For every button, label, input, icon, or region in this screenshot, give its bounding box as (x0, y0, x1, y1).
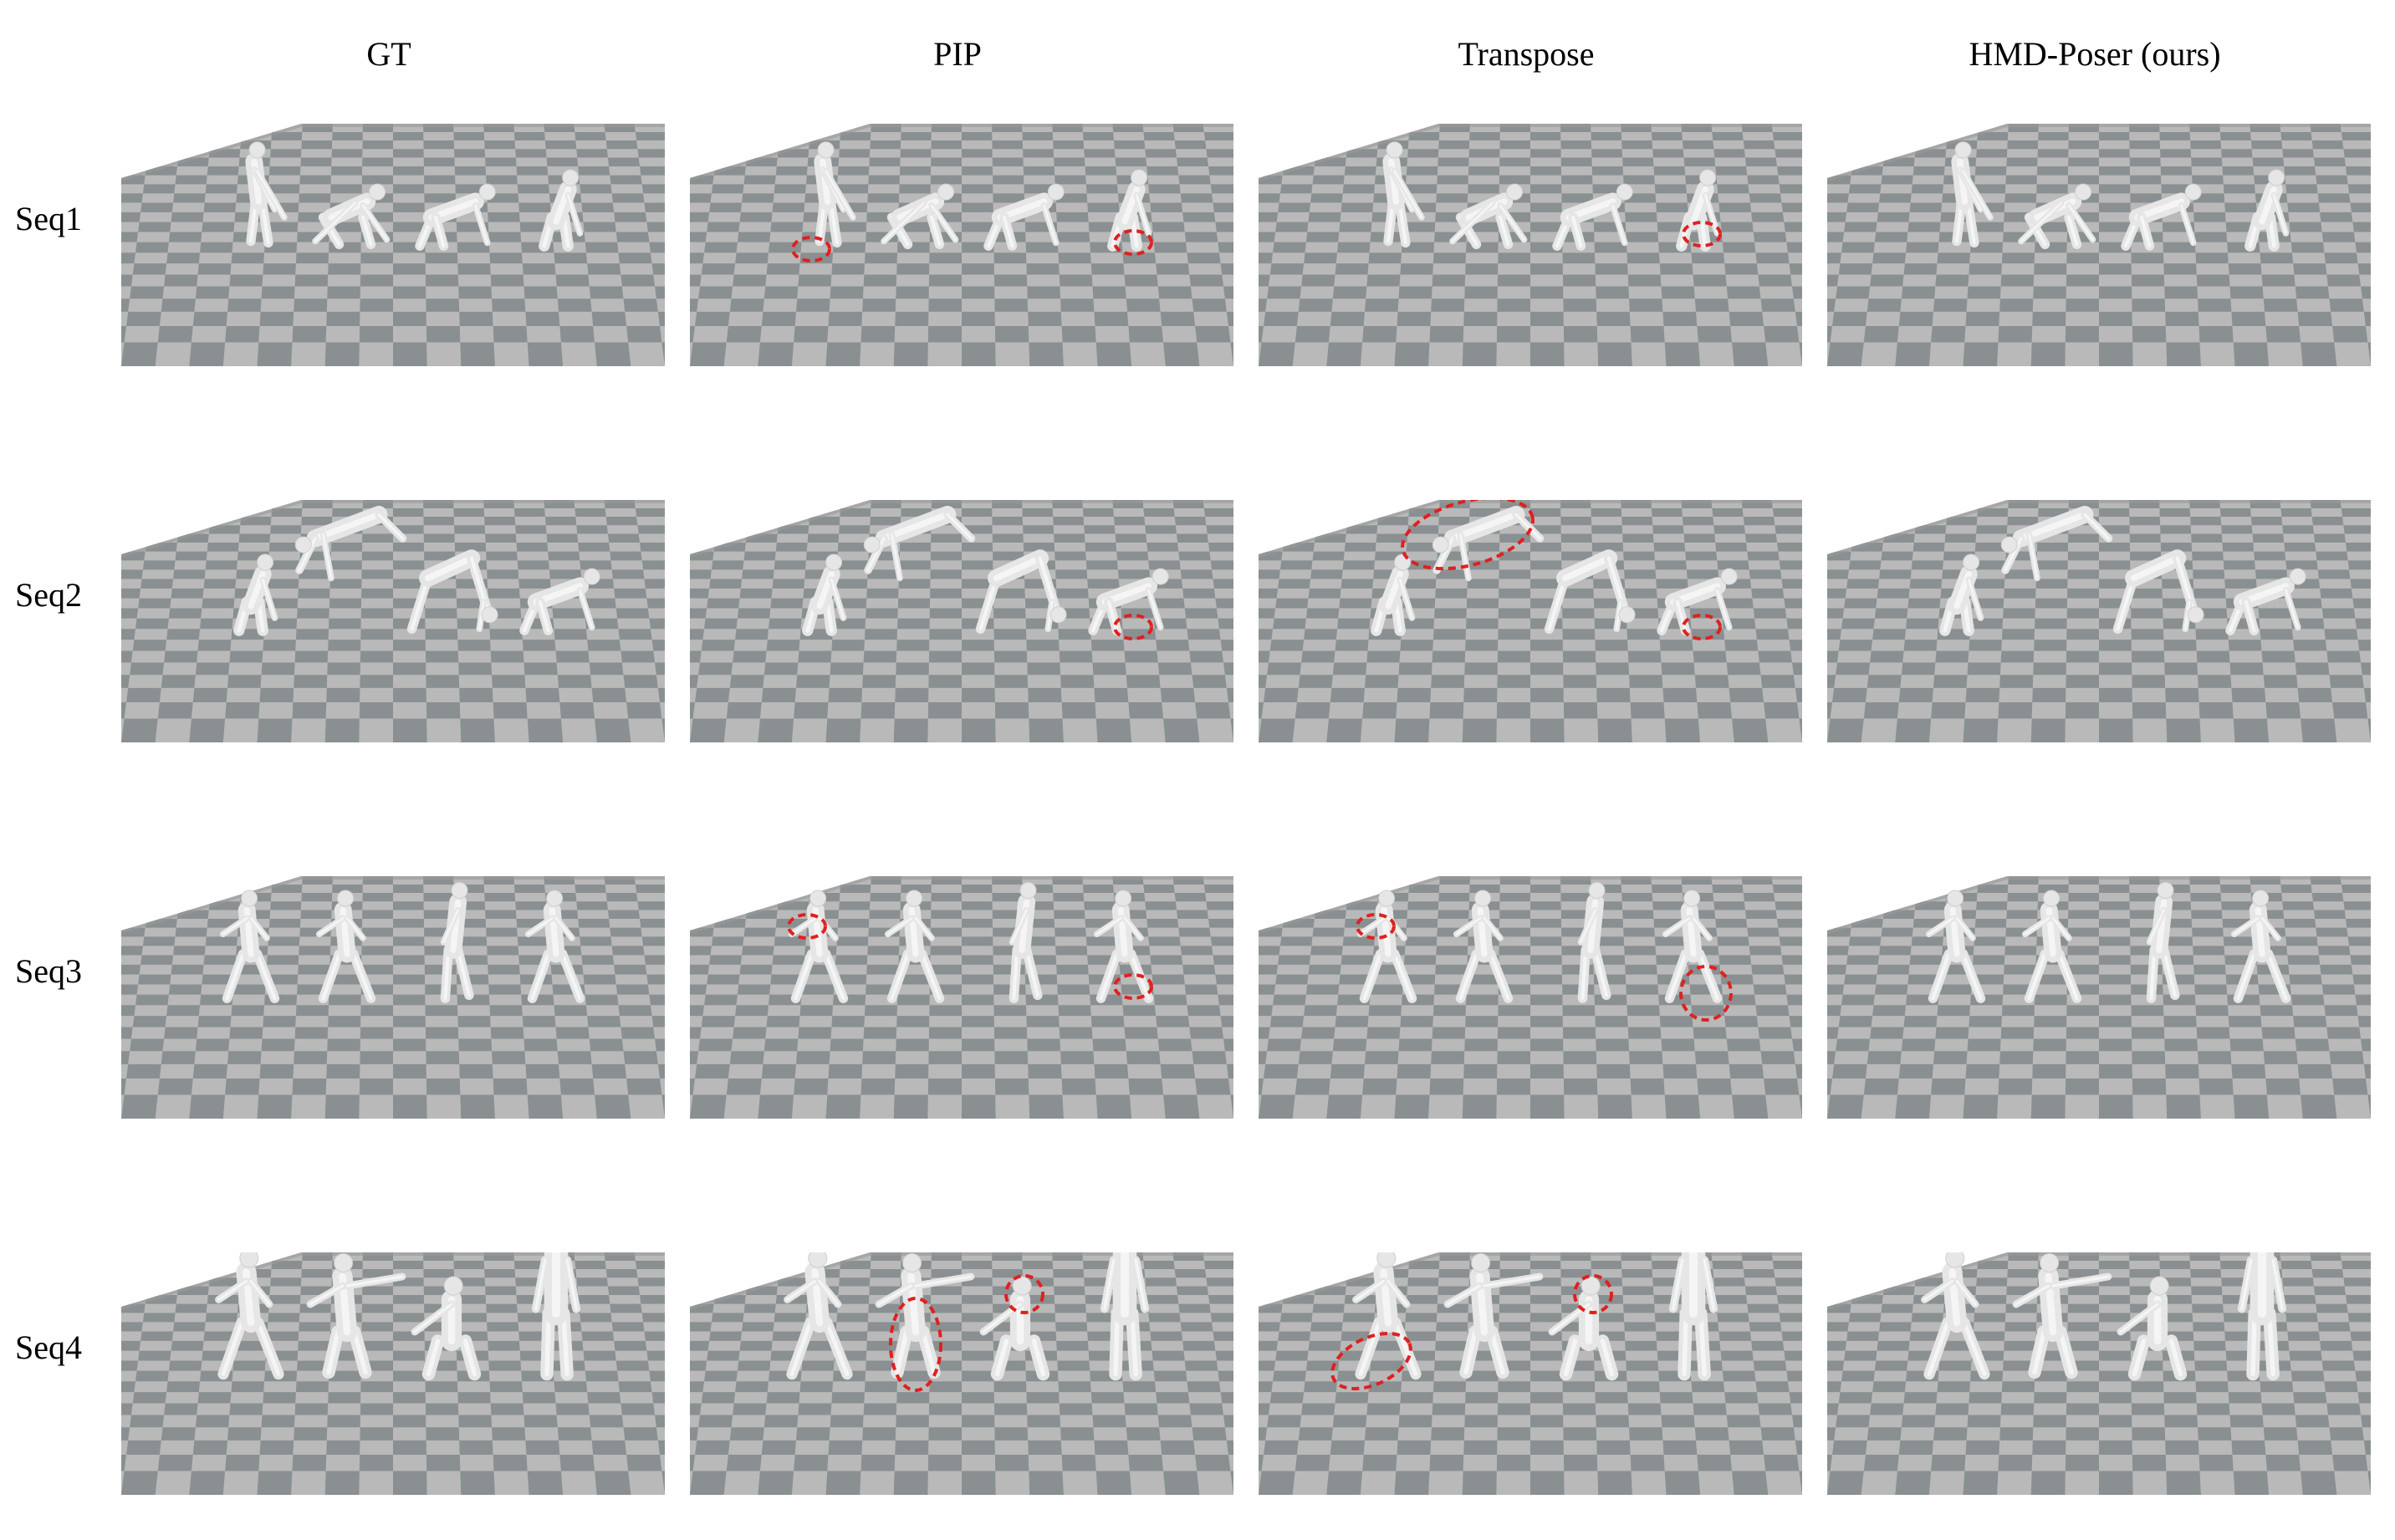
panel-seq1-col0 (121, 124, 665, 366)
row-label-seq1: Seq1 (15, 196, 107, 242)
panel-render (121, 124, 665, 366)
panel-seq1-col2 (1259, 124, 1802, 366)
panel-seq4-col0 (121, 1252, 665, 1495)
panel-render (121, 1252, 665, 1495)
panel-seq3-col0 (121, 876, 665, 1119)
panel-seq2-col3 (1827, 500, 2371, 742)
panel-seq3-col1 (690, 876, 1233, 1119)
panel-render (1259, 500, 1802, 742)
panel-render (1827, 876, 2371, 1119)
panel-render (690, 124, 1233, 366)
panel-seq4-col3 (1827, 1252, 2371, 1495)
panel-seq3-col3 (1827, 876, 2371, 1119)
panel-seq3-col2 (1259, 876, 1802, 1119)
panel-render (690, 500, 1233, 742)
column-title-transpose: Transpose (1254, 32, 1798, 77)
panel-seq2-col1 (690, 500, 1233, 742)
panel-render (121, 500, 665, 742)
column-title-gt: GT (117, 32, 661, 77)
panel-render (121, 876, 665, 1119)
panel-render (1259, 124, 1802, 366)
panel-render (1827, 1252, 2371, 1495)
panel-seq4-col2 (1259, 1252, 1802, 1495)
panel-render (690, 876, 1233, 1119)
panel-seq1-col1 (690, 124, 1233, 366)
panel-render (690, 1252, 1233, 1495)
row-label-seq4: Seq4 (15, 1325, 107, 1370)
panel-seq1-col3 (1827, 124, 2371, 366)
panel-render (1259, 1252, 1802, 1495)
row-label-seq3: Seq3 (15, 949, 107, 994)
panel-seq2-col2 (1259, 500, 1802, 742)
row-label-seq2: Seq2 (15, 573, 107, 618)
column-title-pip: PIP (686, 32, 1229, 77)
panel-render (1827, 124, 2371, 366)
panel-seq4-col1 (690, 1252, 1233, 1495)
panel-render (1827, 500, 2371, 742)
panel-render (1259, 876, 1802, 1119)
panel-seq2-col0 (121, 500, 665, 742)
column-title-hmd-poser: HMD-Poser (ours) (1823, 32, 2367, 77)
